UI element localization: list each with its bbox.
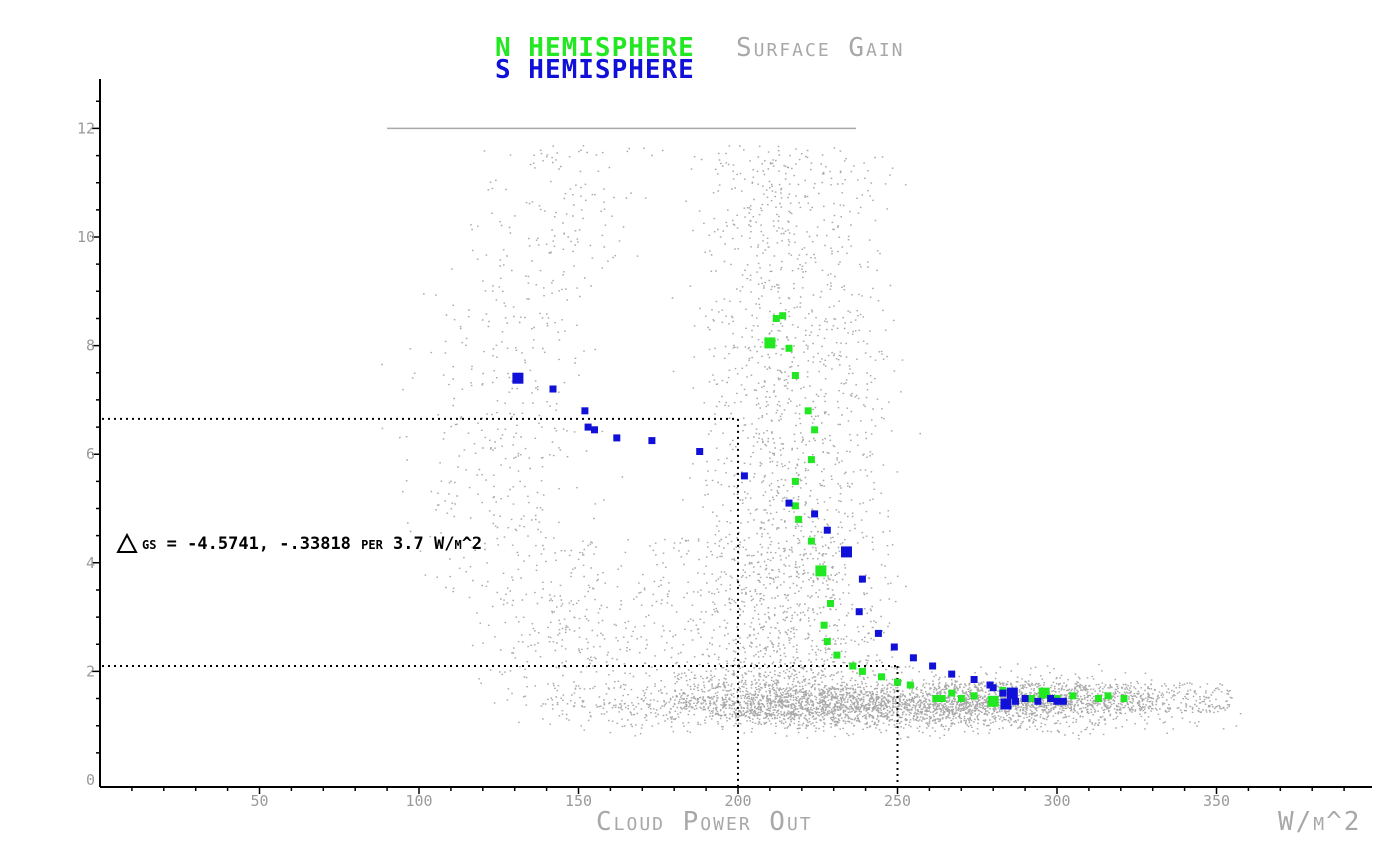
n-hemisphere-point [1120, 695, 1128, 702]
n-hemisphere-point [823, 638, 831, 645]
n-hemisphere-point [957, 695, 965, 702]
s-hemisphere-point [613, 434, 621, 442]
n-hemisphere-point [1069, 692, 1077, 700]
n-hemisphere-point [779, 312, 787, 320]
s-hemisphere-point [1047, 695, 1055, 702]
y-tick-label: 0 [86, 771, 95, 789]
n-hemisphere-point [1095, 695, 1102, 702]
y-tick-label: 4 [86, 554, 95, 572]
s-hemisphere-point [1059, 697, 1067, 705]
s-hemisphere-point [549, 385, 557, 393]
n-hemisphere-point [938, 695, 946, 702]
x-axis-units: W/m^2 [1278, 807, 1361, 837]
n-hemisphere-point [764, 337, 776, 349]
annotation-text: gs = -4.5741, -.33818 per 3.7 W/m^2 [142, 534, 482, 554]
background-points [381, 145, 1242, 740]
x-tick-label: 350 [1203, 792, 1230, 810]
x-tick-label: 300 [1043, 792, 1070, 810]
n-hemisphere-point [849, 662, 857, 670]
n-hemisphere-point [833, 651, 841, 659]
s-hemisphere-point [948, 670, 956, 678]
n-hemisphere-point [791, 372, 799, 379]
reference-lines [102, 417, 899, 786]
x-axis-title: Cloud Power Out [596, 807, 813, 837]
n-hemisphere-point [820, 621, 828, 629]
s-hemisphere-point [1000, 698, 1012, 710]
n-hemisphere-point [1028, 695, 1035, 702]
n-hemisphere-point [932, 695, 940, 702]
y-tick-label: 12 [77, 119, 95, 137]
n-hemisphere-point [815, 565, 827, 577]
s-hemisphere-point [785, 499, 793, 507]
s-hemisphere-point [999, 689, 1007, 697]
n-hemisphere-point [987, 695, 999, 707]
s-hemisphere-point [696, 448, 704, 455]
axis-ticks [92, 100, 1345, 794]
n-hemisphere-point [791, 477, 799, 485]
n-hemisphere-point [827, 600, 834, 607]
n-hemisphere-point [906, 681, 914, 689]
tick-marks [92, 100, 1345, 794]
s-hemisphere-point [584, 423, 592, 431]
y-tick-label: 2 [86, 662, 95, 680]
x-tick-label: 150 [565, 792, 592, 810]
n-hemisphere-point [807, 537, 815, 545]
s-hemisphere-point [890, 643, 898, 651]
s-hemisphere-point [740, 472, 748, 480]
n-hemisphere-point [858, 667, 866, 675]
s-hemisphere-point [970, 676, 978, 683]
n-hemisphere-point [878, 673, 885, 681]
s-hemisphere-point [1034, 697, 1042, 705]
y-tick-label: 8 [86, 337, 95, 355]
x-tick-label: 200 [724, 792, 751, 810]
s-hemisphere-point [855, 608, 863, 616]
x-tick-labels: 50 100 150 200 250 300 350 [250, 792, 1230, 810]
s-hemisphere-point [512, 372, 524, 384]
delta-triangle-icon [116, 532, 138, 553]
x-tick-label: 50 [250, 792, 268, 810]
title-s-hemisphere: S HEMISPHERE [495, 55, 695, 85]
s-hemisphere-point [1006, 687, 1018, 699]
n-hemisphere-point [948, 689, 956, 697]
series-s-hemisphere [512, 372, 1067, 710]
n-hemisphere-point [811, 426, 819, 434]
annotation: gs = -4.5741, -.33818 per 3.7 W/m^2 [116, 532, 482, 554]
s-hemisphere-point [874, 629, 882, 637]
s-hemisphere-point [909, 654, 917, 662]
s-hemisphere-point [1021, 695, 1029, 702]
n-hemisphere-point [894, 678, 901, 686]
title-n-hemisphere: N HEMISPHERE [495, 33, 695, 63]
n-hemisphere-point [1104, 692, 1112, 700]
s-hemisphere-point [591, 426, 598, 434]
n-hemisphere-point [970, 692, 978, 700]
s-hemisphere-point [648, 437, 656, 445]
n-hemisphere-point [785, 344, 793, 352]
y-tick-label: 6 [86, 445, 95, 463]
axes [99, 79, 1372, 788]
x-tick-label: 100 [405, 792, 432, 810]
x-tick-label: 250 [884, 792, 911, 810]
s-hemisphere-point [811, 510, 819, 518]
s-hemisphere-point [823, 526, 831, 534]
n-hemisphere-point [804, 407, 812, 415]
n-hemisphere-point [772, 315, 780, 322]
n-hemisphere-point [807, 456, 815, 464]
n-hemisphere-point [795, 515, 803, 523]
title-surface-gain: Surface Gain [736, 33, 905, 63]
y-tick-label: 10 [77, 228, 95, 246]
n-hemisphere-point [791, 502, 799, 510]
s-hemisphere-point [841, 546, 852, 558]
y-tick-labels: 0 2 4 6 8 10 12 [77, 119, 95, 789]
s-hemisphere-point [989, 684, 997, 692]
s-hemisphere-point [581, 407, 589, 415]
background-scatter-cloud [381, 127, 1242, 740]
s-hemisphere-point [929, 662, 937, 670]
s-hemisphere-point [1053, 697, 1061, 705]
s-hemisphere-point [858, 575, 866, 583]
n-hemisphere-point [1038, 687, 1050, 699]
s-hemisphere-point [1012, 697, 1019, 705]
